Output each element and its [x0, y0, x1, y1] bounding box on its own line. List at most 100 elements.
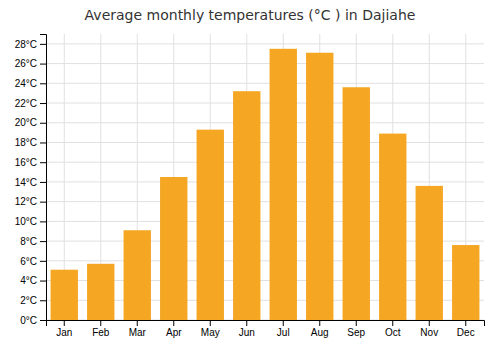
- y-tick-label: 8°C: [20, 236, 37, 247]
- y-tick-label: 10°C: [15, 216, 37, 227]
- bar: [87, 264, 114, 320]
- x-tick: Mar: [129, 320, 147, 338]
- y-tick-mark: [40, 221, 46, 222]
- bar: [416, 186, 443, 320]
- x-tick-label: Aug: [311, 327, 329, 338]
- x-tick-label: Jun: [239, 327, 255, 338]
- y-tick-mark: [40, 83, 46, 84]
- y-tick-mark: [40, 261, 46, 262]
- x-axis: Jan Feb Mar Apr May Jun Jul Aug Sep Oct Nov Dec: [47, 320, 485, 338]
- x-tick: Apr: [166, 320, 182, 338]
- y-tick: 20°C: [15, 117, 46, 128]
- y-tick-mark: [40, 123, 46, 124]
- bar: [452, 245, 479, 320]
- y-tick-mark: [40, 44, 46, 45]
- grid: [46, 34, 484, 320]
- y-tick-label: 14°C: [15, 177, 37, 188]
- x-tick-label: Feb: [92, 327, 110, 338]
- bar: [197, 130, 224, 320]
- y-tick-label: 26°C: [15, 58, 37, 69]
- x-tick-label: Jan: [56, 327, 72, 338]
- x-tick-label: Sep: [347, 327, 365, 338]
- x-tick-mark: [246, 320, 247, 326]
- y-tick: 6°C: [20, 256, 46, 267]
- y-axis-line: [40, 35, 47, 321]
- x-tick-label: Dec: [457, 327, 475, 338]
- plot-area: 0°C 2°C 4°C 6°C 8°C 10°C 12°C 14°C 16°C 18°C 20°C 2…: [15, 34, 485, 338]
- y-tick-mark: [40, 202, 46, 203]
- x-tick: Oct: [385, 320, 401, 338]
- y-tick-mark: [40, 142, 46, 143]
- x-tick-mark: [283, 320, 284, 326]
- y-tick: 26°C: [15, 58, 46, 69]
- x-tick: Feb: [92, 320, 110, 338]
- x-tick-label: Mar: [129, 327, 147, 338]
- y-tick: 10°C: [15, 216, 46, 227]
- bar: [270, 49, 297, 320]
- grid-line-y: [46, 122, 484, 123]
- x-tick-mark: [356, 320, 357, 326]
- bar: [233, 91, 260, 320]
- x-tick-mark: [465, 320, 466, 326]
- y-tick-mark: [40, 281, 46, 282]
- chart-svg: 0°C 2°C 4°C 6°C 8°C 10°C 12°C 14°C 16°C 18°C 20°C 2…: [0, 0, 500, 350]
- y-tick: 2°C: [20, 295, 46, 306]
- y-axis: 0°C 2°C 4°C 6°C 8°C 10°C 12°C 14°C 16°C 18°C 20°C 2…: [15, 35, 47, 326]
- y-tick-mark: [40, 182, 46, 183]
- x-tick-mark: [137, 320, 138, 326]
- y-tick: 22°C: [15, 98, 46, 109]
- y-tick: 18°C: [15, 137, 46, 148]
- grid-line-y: [46, 162, 484, 163]
- y-tick-mark: [40, 241, 46, 242]
- bar: [306, 53, 333, 320]
- x-tick-mark: [64, 320, 65, 326]
- y-tick-label: 2°C: [20, 295, 37, 306]
- x-tick-label: May: [201, 327, 220, 338]
- y-tick-label: 22°C: [15, 98, 37, 109]
- x-tick: Sep: [347, 320, 365, 338]
- grid-line-y: [46, 83, 484, 84]
- grid-line-y: [46, 63, 484, 64]
- y-tick-mark: [40, 320, 46, 321]
- y-tick-mark: [40, 64, 46, 65]
- y-tick-label: 0°C: [20, 315, 37, 326]
- x-tick: Dec: [457, 320, 475, 338]
- x-tick: Jul: [277, 320, 290, 338]
- x-tick: Nov: [420, 320, 438, 338]
- y-tick: 12°C: [15, 196, 46, 207]
- x-tick-mark: [173, 320, 174, 326]
- bar: [160, 177, 187, 320]
- x-tick-mark: [100, 320, 101, 326]
- y-tick-mark: [40, 300, 46, 301]
- y-tick: 14°C: [15, 177, 46, 188]
- y-tick-label: 12°C: [15, 196, 37, 207]
- bar: [343, 87, 370, 320]
- x-tick-label: Apr: [166, 327, 182, 338]
- y-tick-label: 16°C: [15, 157, 37, 168]
- y-tick: 16°C: [15, 157, 46, 168]
- y-tick: 0°C: [20, 315, 46, 326]
- y-tick-label: 18°C: [15, 137, 37, 148]
- y-tick-mark: [40, 162, 46, 163]
- chart-title: Average monthly temperatures (°C ) in Da…: [85, 7, 416, 23]
- bar: [124, 230, 151, 320]
- y-tick-label: 24°C: [15, 78, 37, 89]
- x-tick-mark: [429, 320, 430, 326]
- x-tick-label: Nov: [420, 327, 438, 338]
- grid-line-y: [46, 142, 484, 143]
- chart-container: 0°C 2°C 4°C 6°C 8°C 10°C 12°C 14°C 16°C 18°C 20°C 2…: [0, 0, 500, 350]
- x-axis-line: [47, 321, 485, 327]
- grid-line-y: [46, 181, 484, 182]
- x-tick-mark: [319, 320, 320, 326]
- y-tick-label: 4°C: [20, 275, 37, 286]
- x-tick: Jun: [239, 320, 255, 338]
- x-tick-mark: [392, 320, 393, 326]
- bars: [51, 49, 480, 320]
- x-tick: Aug: [311, 320, 329, 338]
- x-tick-label: Jul: [277, 327, 290, 338]
- grid-line-y: [46, 103, 484, 104]
- grid-line-y: [46, 43, 484, 44]
- y-tick-label: 6°C: [20, 256, 37, 267]
- x-tick-label: Oct: [385, 327, 401, 338]
- y-tick-label: 28°C: [15, 39, 37, 50]
